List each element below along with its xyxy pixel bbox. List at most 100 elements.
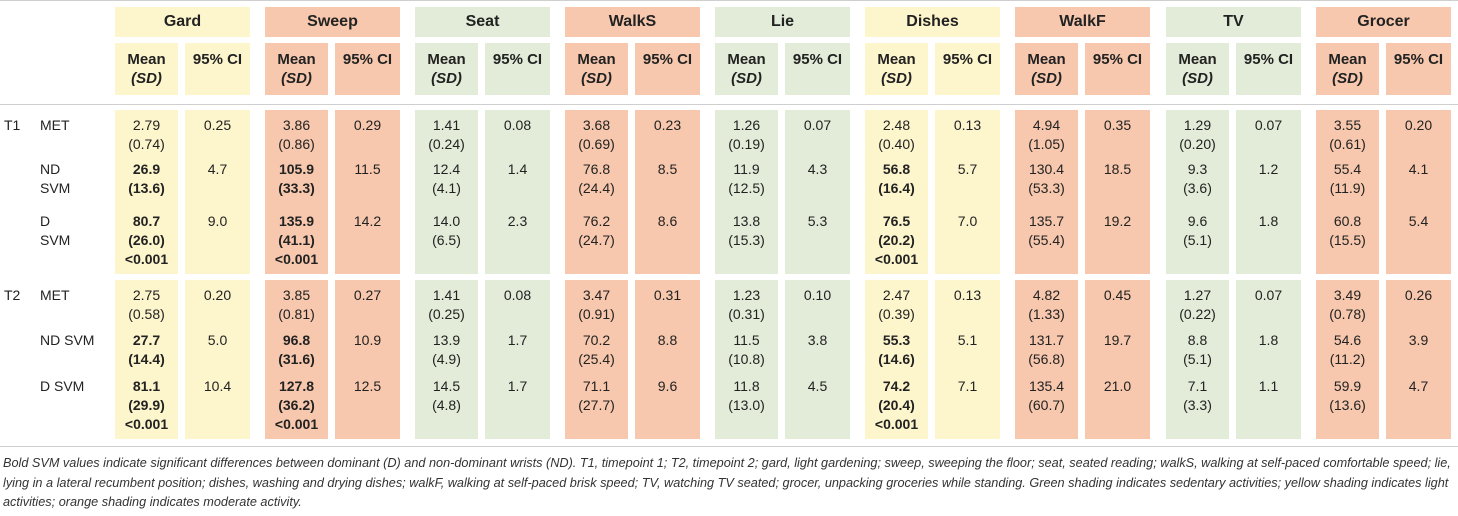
value-line: (3.3) — [1183, 397, 1212, 413]
ci-value: 0.45 — [1103, 287, 1132, 303]
mean-sd-value: 3.49 (0.78) — [1316, 286, 1379, 324]
mean-sd-value: 3.55 (0.61) — [1316, 116, 1379, 154]
ci-column-bg — [1386, 43, 1451, 95]
ci-column-bg — [935, 43, 1000, 95]
ci-value: 0.08 — [503, 287, 532, 303]
value-line: (41.1) — [278, 232, 315, 248]
value-line: (0.22) — [1179, 306, 1216, 322]
mean-column-bg — [115, 280, 178, 439]
ci-value: 0.20 — [203, 287, 232, 303]
ci-value: 0.27 — [353, 287, 382, 303]
value-line: 9.3 — [1187, 161, 1208, 177]
mean-sd-value: 1.26 (0.19) — [715, 116, 778, 154]
mean-column-bg — [1166, 280, 1229, 439]
measure-label: ND SVM — [40, 160, 110, 198]
activity-header: WalkF — [1059, 13, 1106, 30]
sd-label: (SD) — [731, 70, 762, 87]
activity-header: Grocer — [1357, 13, 1410, 30]
ci-value: 1.7 — [507, 378, 528, 394]
value-line: (33.3) — [278, 180, 315, 196]
mean-label: Mean — [1178, 51, 1217, 68]
value-line: 135.7 — [1028, 213, 1065, 229]
ci-value: 0.23 — [653, 117, 682, 133]
ci-header: 95% CI — [1243, 51, 1294, 68]
ci-value: 0.07 — [1254, 287, 1283, 303]
ci-value: 1.8 — [1258, 213, 1279, 229]
sd-label: (SD) — [881, 70, 912, 87]
value-line: (13.6) — [1329, 397, 1366, 413]
ci-column-bg — [1085, 280, 1150, 439]
mean-sd-value: 1.41 (0.24) — [415, 116, 478, 154]
value-line: 2.48 — [882, 117, 911, 133]
value-line: 74.2 — [882, 378, 911, 394]
mean-sd-value: 55.3 (14.6) — [865, 331, 928, 369]
table-rule — [0, 446, 1458, 447]
mean-sd-value: 1.23 (0.31) — [715, 286, 778, 324]
mean-sd-value: 55.4 (11.9) — [1316, 160, 1379, 198]
value-line: (11.9) — [1329, 180, 1366, 196]
value-line: <0.001 — [124, 251, 169, 267]
ci-value: 8.8 — [657, 332, 678, 348]
mean-sd-value: 2.47 (0.39) — [865, 286, 928, 324]
value-line: 3.47 — [582, 287, 611, 303]
mean-column-bg — [565, 110, 628, 274]
measure-line: MET — [40, 117, 70, 133]
activity-header: Seat — [465, 13, 500, 30]
value-line: 59.9 — [1333, 378, 1362, 394]
mean-sd-value: 135.4 (60.7) — [1015, 377, 1078, 415]
ci-column-bg — [935, 110, 1000, 274]
ci-value: 1.2 — [1258, 161, 1279, 177]
ci-header: 95% CI — [942, 51, 993, 68]
ci-value: 4.7 — [207, 161, 228, 177]
value-line: (36.2) — [278, 397, 315, 413]
value-line: (0.78) — [1329, 306, 1366, 322]
measure-label: MET — [40, 286, 110, 305]
sd-label: (SD) — [281, 70, 312, 87]
mean-sd-value: 2.79 (0.74) — [115, 116, 178, 154]
value-line: (3.6) — [1183, 180, 1212, 196]
ci-header: 95% CI — [492, 51, 543, 68]
mean-sd-header: Mean (SD) — [1166, 50, 1229, 90]
value-line: (14.6) — [878, 351, 915, 367]
ci-value: 5.4 — [1408, 213, 1429, 229]
ci-value: 8.5 — [657, 161, 678, 177]
mean-sd-value: 9.6 (5.1) — [1166, 212, 1229, 250]
mean-label: Mean — [277, 51, 316, 68]
value-line: (0.91) — [578, 306, 615, 322]
ci-value: 1.4 — [507, 161, 528, 177]
ci-column-bg — [485, 43, 550, 95]
mean-sd-value: 3.86 (0.86) — [265, 116, 328, 154]
value-line: 3.55 — [1333, 117, 1362, 133]
value-line: (0.31) — [728, 306, 765, 322]
table-rule — [0, 0, 1458, 1]
ci-value: 4.7 — [1408, 378, 1429, 394]
value-line: (24.4) — [578, 180, 615, 196]
mean-column-bg — [865, 110, 928, 274]
value-line: (13.6) — [128, 180, 165, 196]
mean-column-bg — [865, 43, 928, 95]
mean-column-bg — [565, 43, 628, 95]
value-line: 14.5 — [432, 378, 461, 394]
value-line: 127.8 — [278, 378, 315, 394]
mean-sd-value: 3.85 (0.81) — [265, 286, 328, 324]
mean-sd-value: 60.8 (15.5) — [1316, 212, 1379, 250]
measure-line: D SVM — [40, 378, 85, 394]
mean-column-bg — [865, 280, 928, 439]
ci-value: 4.1 — [1408, 161, 1429, 177]
measure-line: SVM — [40, 180, 71, 196]
mean-column-bg — [1166, 43, 1229, 95]
mean-sd-value: 80.7 (26.0) <0.001 — [115, 212, 178, 269]
mean-column-bg — [265, 110, 328, 274]
value-line: (15.3) — [728, 232, 765, 248]
value-line: <0.001 — [274, 416, 319, 432]
value-line: 105.9 — [278, 161, 315, 177]
mean-sd-header: Mean (SD) — [715, 50, 778, 90]
mean-sd-value: 12.4 (4.1) — [415, 160, 478, 198]
mean-column-bg — [415, 43, 478, 95]
value-line: 2.79 — [132, 117, 161, 133]
activity-header: WalkS — [608, 13, 657, 30]
mean-sd-value: 27.7 (14.4) — [115, 331, 178, 369]
ci-value: 9.6 — [657, 378, 678, 394]
value-line: 76.2 — [582, 213, 611, 229]
value-line: (0.69) — [578, 136, 615, 152]
